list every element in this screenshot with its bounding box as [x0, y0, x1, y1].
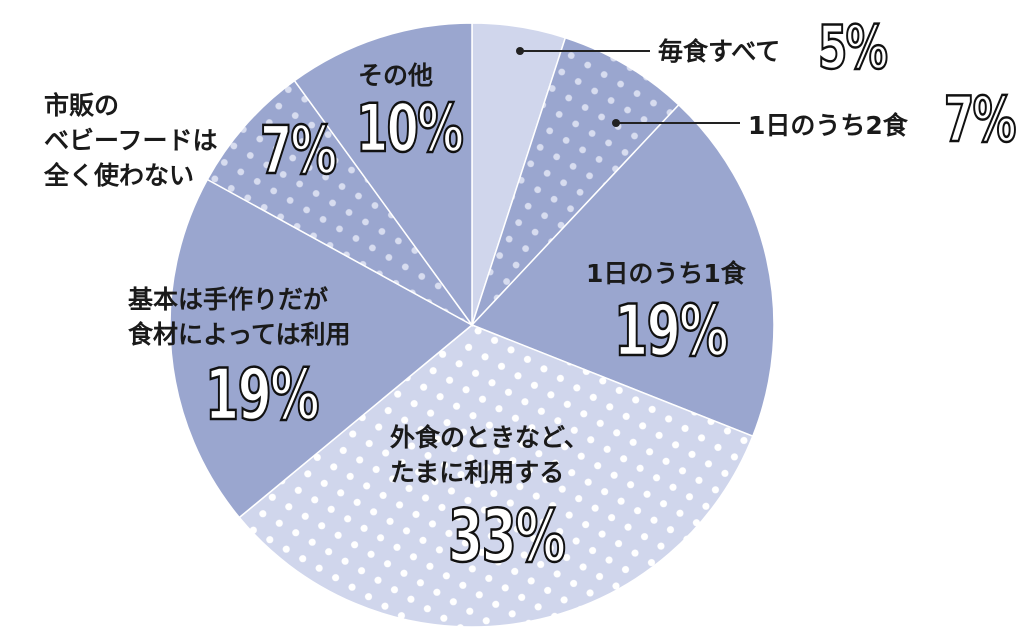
slice-value-eating-out: 33% — [447, 494, 567, 578]
leader-line-two-meals-dot — [612, 119, 620, 127]
slice-value-homemade: 19% — [204, 354, 320, 436]
slice-label-homemade: 基本は手作りだが 食材によっては利用 — [128, 285, 351, 349]
leader-line-every-meal-dot — [516, 47, 524, 55]
slice-one-meal — [470, 103, 775, 438]
slice-other — [293, 22, 473, 328]
slice-value-never-use: 7% — [259, 112, 338, 189]
slice-homemade — [169, 178, 474, 519]
slice-label-two-meals: 1日のうち2食 — [748, 111, 908, 140]
slice-value-one-meal: 19% — [613, 290, 729, 372]
slice-value-every-meal: 5% — [817, 13, 889, 83]
slice-two-meals — [471, 36, 680, 326]
slice-label-every-meal: 毎食すべて — [658, 37, 781, 66]
slice-label-never-use: 市販の ベビーフードは 全く使わない — [44, 91, 218, 190]
slice-eating-out — [238, 324, 754, 628]
slice-never-use — [206, 79, 473, 326]
slice-value-two-meals: 7% — [943, 83, 1017, 156]
slice-label-other: その他 — [358, 61, 434, 90]
slice-value-other: 10% — [355, 90, 465, 167]
slice-label-eating-out: 外食のときなど、 たまに利用する — [390, 423, 589, 487]
slice-label-one-meal: 1日のうち1食 — [586, 259, 746, 288]
